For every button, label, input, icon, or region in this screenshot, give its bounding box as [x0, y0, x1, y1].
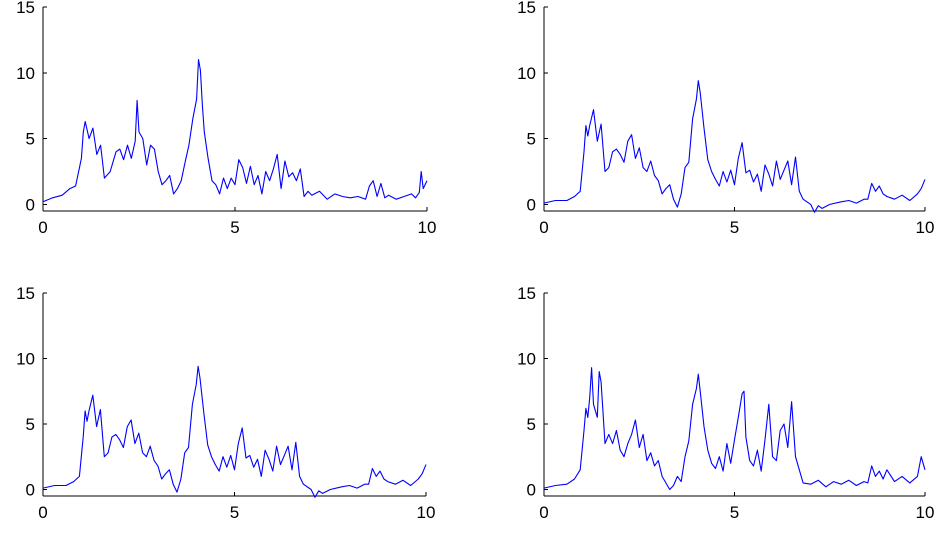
chart-panel-3: 0 5 10 0 5 10 15	[16, 284, 435, 522]
series-line-1	[543, 80, 926, 213]
y-tick-label: 0	[527, 480, 536, 499]
x-tick-label: 10	[916, 503, 935, 522]
x-tick-label: 0	[38, 218, 47, 237]
x-tick-label: 5	[730, 218, 739, 237]
chart-panel-1: 0 5 10 0 5 10 15	[16, 0, 436, 237]
x-tick-label: 10	[417, 503, 436, 522]
y-tick-label: 0	[527, 195, 536, 214]
y-tick-label: 5	[26, 415, 35, 434]
y-tick-label: 5	[527, 415, 536, 434]
y-tick-label: 10	[16, 64, 35, 83]
y-tick-label: 5	[527, 130, 536, 149]
series-line-1	[42, 365, 427, 498]
x-tick-label: 0	[539, 218, 548, 237]
y-tick-label: 0	[26, 195, 35, 214]
x-tick-label: 0	[539, 503, 548, 522]
y-tick-label: 15	[16, 284, 35, 303]
x-tick-label: 0	[38, 503, 47, 522]
y-tick-label: 10	[16, 349, 35, 368]
y-tick-label: 15	[517, 0, 536, 17]
chart-panel-4: 0 5 10 0 5 10 15	[517, 284, 934, 522]
y-tick-label: 0	[26, 480, 35, 499]
x-tick-label: 10	[418, 218, 437, 237]
x-tick-label: 5	[230, 218, 239, 237]
y-tick-label: 15	[16, 0, 35, 17]
y-tick-label: 5	[26, 130, 35, 149]
y-tick-label: 10	[517, 349, 536, 368]
y-tick-label: 10	[517, 64, 536, 83]
series-line-1	[42, 59, 428, 203]
x-tick-label: 5	[730, 503, 739, 522]
series-line-1	[543, 367, 926, 491]
y-tick-label: 15	[517, 284, 536, 303]
chart-panel-2: 0 5 10 0 5 10 15	[517, 0, 934, 237]
x-tick-label: 10	[916, 218, 935, 237]
x-tick-label: 5	[230, 503, 239, 522]
